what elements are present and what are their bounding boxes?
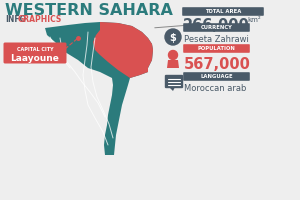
FancyBboxPatch shape bbox=[165, 75, 183, 88]
FancyBboxPatch shape bbox=[183, 72, 250, 81]
Text: WESTERN SAHARA: WESTERN SAHARA bbox=[5, 3, 173, 18]
Text: 266,000: 266,000 bbox=[183, 18, 250, 33]
Polygon shape bbox=[93, 22, 153, 78]
Text: TOTAL AREA: TOTAL AREA bbox=[205, 9, 241, 14]
Circle shape bbox=[165, 29, 181, 45]
Text: CAPITAL CITY: CAPITAL CITY bbox=[17, 47, 53, 52]
Text: 567,000: 567,000 bbox=[184, 57, 251, 72]
Text: GRAPHICS: GRAPHICS bbox=[18, 15, 62, 24]
Circle shape bbox=[169, 50, 178, 60]
Text: km²: km² bbox=[247, 17, 261, 23]
FancyBboxPatch shape bbox=[183, 23, 250, 32]
Polygon shape bbox=[45, 22, 153, 155]
FancyBboxPatch shape bbox=[183, 44, 250, 53]
Text: Peseta Zahrawi: Peseta Zahrawi bbox=[184, 35, 249, 44]
Polygon shape bbox=[167, 60, 179, 68]
FancyBboxPatch shape bbox=[182, 7, 264, 16]
Text: Moroccan arab: Moroccan arab bbox=[184, 84, 246, 93]
Text: CURRENCY: CURRENCY bbox=[201, 25, 232, 30]
FancyBboxPatch shape bbox=[4, 43, 67, 64]
Polygon shape bbox=[169, 87, 175, 91]
Text: Laayoune: Laayoune bbox=[11, 54, 59, 63]
Text: $: $ bbox=[169, 33, 176, 43]
Text: INFO: INFO bbox=[5, 15, 26, 24]
Text: POPULATION: POPULATION bbox=[198, 46, 236, 51]
Text: LANGUAGE: LANGUAGE bbox=[200, 74, 233, 79]
